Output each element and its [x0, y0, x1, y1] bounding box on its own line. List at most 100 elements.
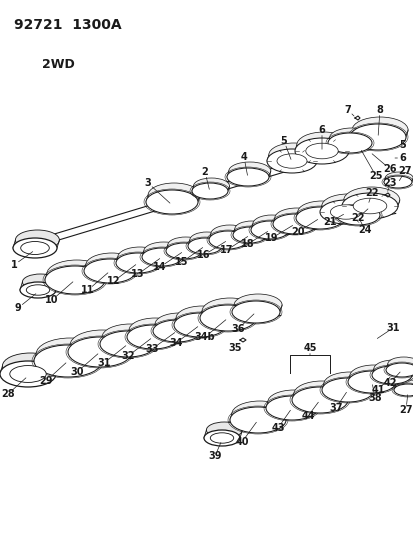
Text: 35: 35: [228, 343, 241, 353]
Ellipse shape: [295, 207, 343, 229]
Text: 92721  1300A: 92721 1300A: [14, 18, 121, 32]
Ellipse shape: [127, 325, 178, 349]
Text: 2WD: 2WD: [42, 58, 75, 71]
Ellipse shape: [204, 430, 240, 446]
Text: 40: 40: [235, 437, 248, 447]
Ellipse shape: [228, 162, 270, 180]
Ellipse shape: [226, 168, 268, 186]
Text: 4: 4: [240, 152, 247, 162]
Text: 32: 32: [121, 351, 134, 361]
Ellipse shape: [323, 372, 375, 396]
Ellipse shape: [352, 198, 386, 214]
Text: 37: 37: [328, 403, 342, 413]
Ellipse shape: [272, 214, 316, 234]
Ellipse shape: [146, 190, 197, 214]
Ellipse shape: [250, 221, 288, 239]
Text: 45: 45: [302, 343, 316, 353]
Ellipse shape: [36, 338, 104, 370]
Text: 7: 7: [344, 105, 351, 115]
Ellipse shape: [321, 378, 373, 402]
Ellipse shape: [383, 176, 411, 188]
Ellipse shape: [0, 361, 56, 387]
Ellipse shape: [266, 149, 316, 173]
Text: 22: 22: [350, 213, 364, 223]
Text: 34: 34: [169, 338, 182, 348]
Ellipse shape: [266, 396, 317, 420]
Ellipse shape: [330, 205, 361, 219]
Ellipse shape: [15, 230, 59, 250]
Ellipse shape: [297, 201, 345, 223]
Ellipse shape: [231, 401, 287, 427]
Ellipse shape: [13, 238, 57, 258]
Text: 28: 28: [1, 389, 15, 399]
Text: 16: 16: [197, 250, 210, 260]
Ellipse shape: [100, 331, 156, 357]
Text: 33: 33: [145, 344, 158, 354]
Ellipse shape: [22, 274, 58, 290]
Text: 5: 5: [280, 136, 287, 146]
Text: 6: 6: [399, 153, 406, 163]
Ellipse shape: [68, 337, 132, 367]
Text: 31: 31: [97, 358, 111, 368]
Text: 31: 31: [385, 323, 399, 333]
Ellipse shape: [293, 381, 349, 407]
Ellipse shape: [349, 124, 405, 150]
Text: 21: 21: [323, 217, 336, 227]
Ellipse shape: [343, 187, 399, 213]
Ellipse shape: [209, 231, 247, 249]
Text: 36: 36: [231, 324, 244, 334]
Ellipse shape: [291, 387, 347, 413]
Ellipse shape: [2, 353, 58, 379]
Ellipse shape: [385, 363, 413, 377]
Text: 2: 2: [201, 167, 208, 177]
Ellipse shape: [296, 132, 350, 158]
Text: 10: 10: [45, 295, 59, 305]
Ellipse shape: [102, 324, 158, 350]
Ellipse shape: [153, 320, 201, 342]
Text: 34b: 34b: [194, 332, 215, 342]
Ellipse shape: [173, 313, 225, 337]
Text: 1: 1: [11, 260, 17, 270]
Ellipse shape: [230, 407, 285, 433]
Ellipse shape: [319, 200, 371, 224]
Text: 11: 11: [81, 285, 95, 295]
Ellipse shape: [321, 194, 373, 218]
Text: 19: 19: [265, 233, 278, 243]
Ellipse shape: [193, 178, 229, 194]
Ellipse shape: [371, 366, 411, 384]
Ellipse shape: [84, 259, 136, 283]
Text: 38: 38: [367, 393, 381, 403]
Ellipse shape: [148, 183, 199, 207]
Ellipse shape: [10, 366, 46, 383]
Text: 39: 39: [208, 451, 221, 461]
Ellipse shape: [305, 143, 337, 159]
Ellipse shape: [394, 380, 413, 392]
Text: 23: 23: [382, 178, 396, 188]
Text: 20: 20: [291, 227, 304, 237]
Ellipse shape: [26, 285, 50, 295]
Ellipse shape: [252, 215, 290, 233]
Ellipse shape: [118, 247, 161, 267]
Ellipse shape: [351, 117, 407, 143]
Ellipse shape: [47, 260, 107, 288]
Text: 18: 18: [241, 239, 254, 249]
Text: 17: 17: [220, 245, 233, 255]
Ellipse shape: [327, 133, 371, 153]
Text: 15: 15: [175, 257, 188, 267]
Ellipse shape: [199, 305, 255, 331]
Ellipse shape: [210, 433, 233, 443]
Ellipse shape: [268, 143, 318, 167]
Ellipse shape: [143, 242, 183, 260]
Ellipse shape: [142, 248, 182, 266]
Ellipse shape: [210, 225, 248, 243]
Ellipse shape: [21, 241, 49, 254]
Text: 24: 24: [357, 225, 371, 235]
Ellipse shape: [167, 237, 203, 253]
Text: 8: 8: [376, 105, 382, 115]
Text: 22: 22: [364, 188, 378, 198]
Ellipse shape: [155, 313, 203, 335]
Ellipse shape: [85, 253, 138, 277]
Text: 12: 12: [107, 276, 121, 286]
Ellipse shape: [70, 330, 134, 360]
Text: 43: 43: [271, 423, 284, 433]
